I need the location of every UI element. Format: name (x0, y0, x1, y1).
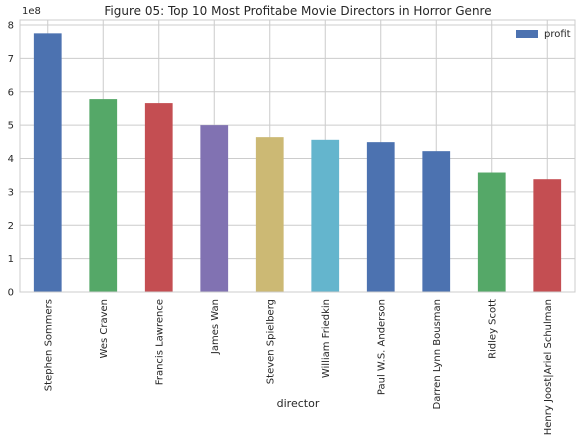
y-tick-label: 6 (8, 87, 14, 98)
y-tick-label: 4 (8, 154, 14, 165)
bar (366, 142, 395, 292)
bar (477, 172, 506, 292)
x-tick-label: Darren Lynn Bousman (432, 299, 443, 409)
bar (533, 179, 562, 292)
plot-frame (19, 19, 576, 293)
y-tick-label: 1 (8, 254, 14, 265)
bar (422, 151, 451, 292)
bar (144, 103, 173, 292)
y-tick-labels: 0 1 2 3 4 5 6 7 8 (8, 21, 14, 299)
bar (255, 137, 284, 292)
x-tick-label: William Friedkin (321, 299, 332, 378)
x-tick-label: Paul W.S. Anderson (376, 299, 387, 395)
y-tick-label: 2 (8, 221, 14, 232)
x-tick-labels: Stephen Sommers Wes Craven Francis Lawrenc… (43, 299, 554, 435)
bar (200, 125, 229, 292)
y-tick-label: 8 (8, 21, 14, 32)
y-tick-label: 3 (8, 187, 14, 198)
bar (33, 33, 62, 292)
x-tick-label: Wes Craven (99, 299, 110, 358)
x-axis-label: director (277, 397, 320, 410)
x-tick-label: Henry Joost|Ariel Schulman (543, 299, 554, 435)
x-tick-label: James Wan (210, 299, 221, 355)
x-tick-label: Stephen Sommers (43, 299, 54, 391)
y-offset-label: 1e8 (22, 6, 41, 17)
x-tick-label: Steven Spielberg (265, 299, 276, 384)
bar (89, 99, 118, 293)
legend-label: profit (544, 29, 571, 40)
chart-title: Figure 05: Top 10 Most Profitabe Movie D… (104, 4, 491, 18)
x-tick-label: Francis Lawrence (154, 299, 165, 385)
legend-swatch (516, 30, 538, 38)
y-tick-label: 7 (8, 54, 14, 65)
x-tick-label: Ridley Scott (487, 299, 498, 359)
bar (311, 139, 340, 292)
bars (33, 33, 562, 293)
legend: profit (516, 29, 571, 40)
y-tick-label: 0 (8, 288, 14, 299)
y-tick-label: 5 (8, 121, 14, 132)
